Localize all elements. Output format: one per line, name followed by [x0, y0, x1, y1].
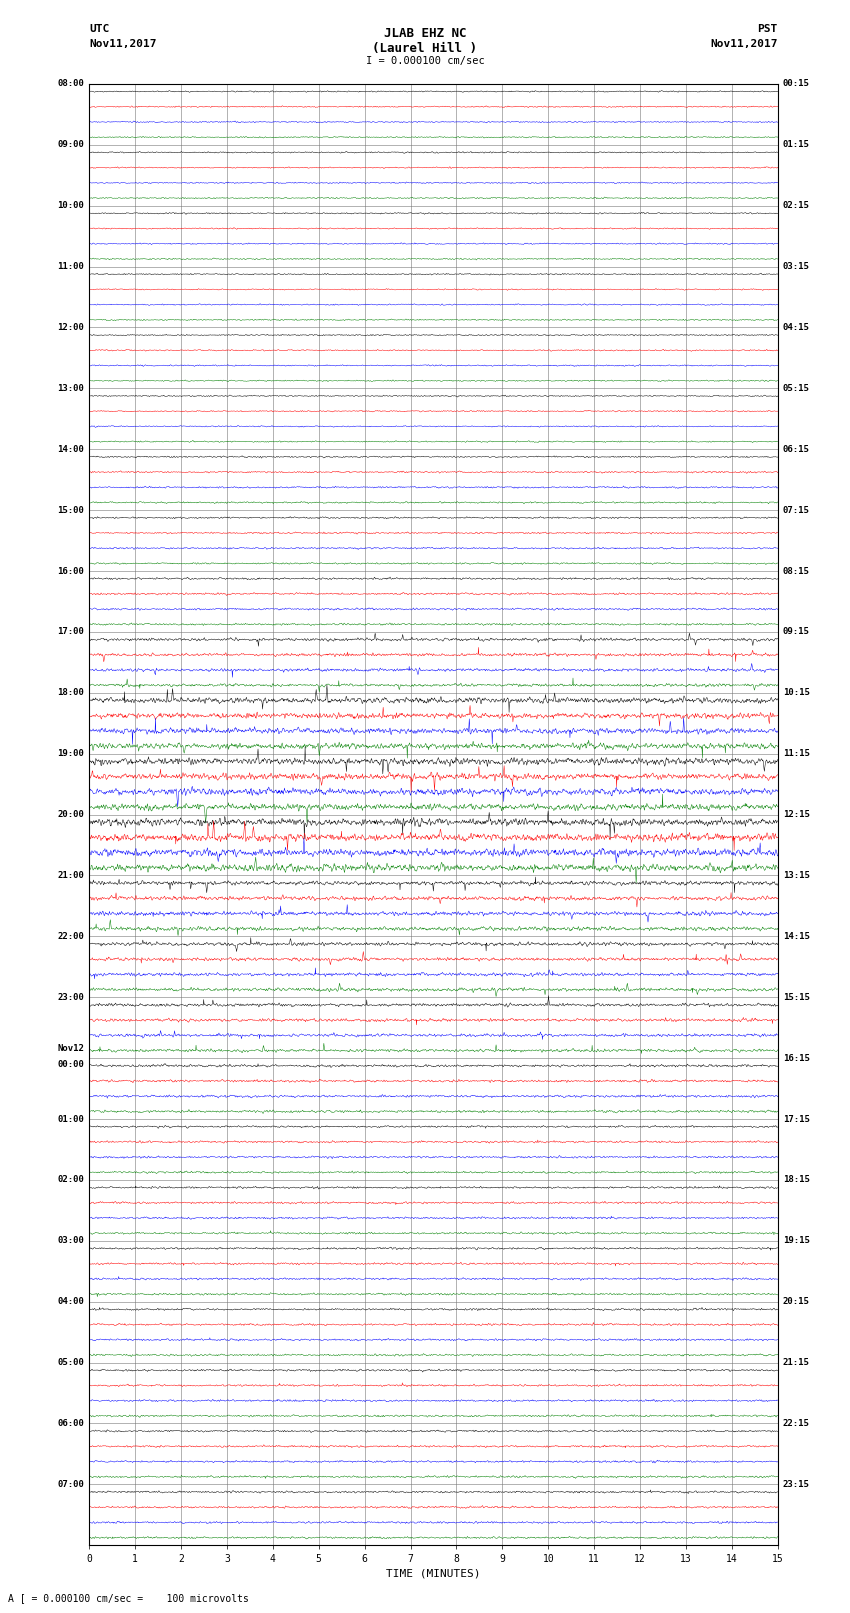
Text: 03:00: 03:00: [57, 1236, 84, 1245]
Text: 01:15: 01:15: [783, 140, 810, 150]
Text: 11:15: 11:15: [783, 748, 810, 758]
Text: 19:00: 19:00: [57, 748, 84, 758]
Text: 19:15: 19:15: [783, 1236, 810, 1245]
Text: 21:00: 21:00: [57, 871, 84, 881]
Text: 05:15: 05:15: [783, 384, 810, 394]
Text: 18:15: 18:15: [783, 1176, 810, 1184]
Text: JLAB EHZ NC: JLAB EHZ NC: [383, 27, 467, 40]
Text: 12:15: 12:15: [783, 810, 810, 819]
Text: 23:00: 23:00: [57, 992, 84, 1002]
Text: 10:00: 10:00: [57, 202, 84, 210]
Text: 14:00: 14:00: [57, 445, 84, 453]
Text: 01:00: 01:00: [57, 1115, 84, 1124]
Text: 07:15: 07:15: [783, 505, 810, 515]
Text: 17:00: 17:00: [57, 627, 84, 637]
Text: 14:15: 14:15: [783, 932, 810, 940]
Text: 20:15: 20:15: [783, 1297, 810, 1307]
Text: 12:00: 12:00: [57, 323, 84, 332]
Text: 04:00: 04:00: [57, 1297, 84, 1307]
Text: Nov11,2017: Nov11,2017: [89, 39, 156, 48]
Text: 15:00: 15:00: [57, 505, 84, 515]
Text: 02:15: 02:15: [783, 202, 810, 210]
Text: 00:15: 00:15: [783, 79, 810, 89]
Text: Nov11,2017: Nov11,2017: [711, 39, 778, 48]
Text: 02:00: 02:00: [57, 1176, 84, 1184]
Text: 18:00: 18:00: [57, 689, 84, 697]
Text: 10:15: 10:15: [783, 689, 810, 697]
Text: 06:00: 06:00: [57, 1419, 84, 1428]
Text: 22:00: 22:00: [57, 932, 84, 940]
Text: 04:15: 04:15: [783, 323, 810, 332]
Text: 11:00: 11:00: [57, 261, 84, 271]
Text: A [ = 0.000100 cm/sec =    100 microvolts: A [ = 0.000100 cm/sec = 100 microvolts: [8, 1594, 249, 1603]
Text: 09:00: 09:00: [57, 140, 84, 150]
Text: I = 0.000100 cm/sec: I = 0.000100 cm/sec: [366, 56, 484, 66]
Text: UTC: UTC: [89, 24, 110, 34]
Text: 21:15: 21:15: [783, 1358, 810, 1368]
Text: (Laurel Hill ): (Laurel Hill ): [372, 42, 478, 55]
Text: 23:15: 23:15: [783, 1479, 810, 1489]
Text: Nov12: Nov12: [57, 1044, 84, 1053]
Text: 08:15: 08:15: [783, 566, 810, 576]
Text: PST: PST: [757, 24, 778, 34]
Text: 05:00: 05:00: [57, 1358, 84, 1368]
Text: 07:00: 07:00: [57, 1479, 84, 1489]
Text: 09:15: 09:15: [783, 627, 810, 637]
Text: 16:15: 16:15: [783, 1053, 810, 1063]
Text: 03:15: 03:15: [783, 261, 810, 271]
Text: 00:00: 00:00: [57, 1060, 84, 1069]
Text: 20:00: 20:00: [57, 810, 84, 819]
Text: 06:15: 06:15: [783, 445, 810, 453]
Text: 08:00: 08:00: [57, 79, 84, 89]
Text: 17:15: 17:15: [783, 1115, 810, 1124]
Text: 15:15: 15:15: [783, 992, 810, 1002]
Text: 22:15: 22:15: [783, 1419, 810, 1428]
Text: 13:00: 13:00: [57, 384, 84, 394]
Text: 13:15: 13:15: [783, 871, 810, 881]
Text: 16:00: 16:00: [57, 566, 84, 576]
X-axis label: TIME (MINUTES): TIME (MINUTES): [386, 1568, 481, 1579]
